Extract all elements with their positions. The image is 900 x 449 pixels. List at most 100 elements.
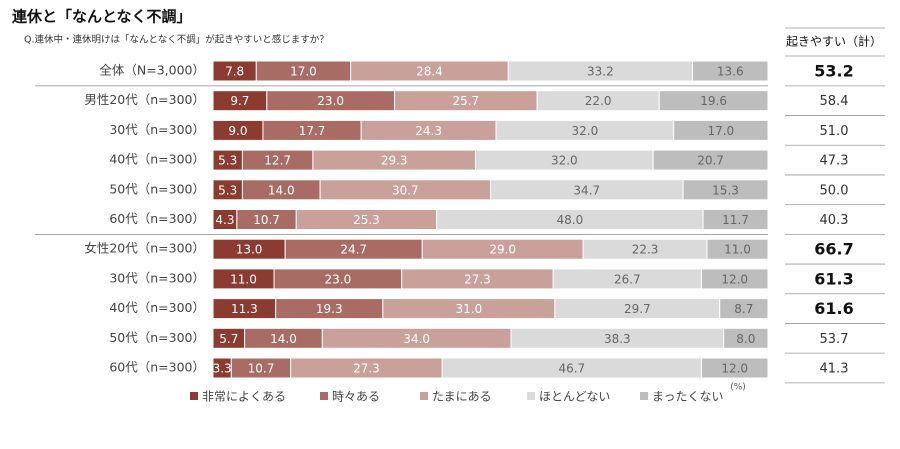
legend-swatch bbox=[640, 392, 648, 400]
table-header: 起きやすい（計） bbox=[786, 34, 882, 49]
value-label: 7.8 bbox=[225, 65, 244, 79]
value-label: 10.7 bbox=[253, 213, 280, 227]
value-label: 5.3 bbox=[218, 154, 237, 168]
value-label: 11.7 bbox=[722, 213, 749, 227]
value-label: 27.3 bbox=[464, 272, 491, 286]
value-label: 13.6 bbox=[717, 65, 744, 79]
table-value: 58.4 bbox=[820, 94, 849, 109]
chart-subtitle: Q.連休中・連休明けは「なんとなく不調」が起きやすいと感じますか？ bbox=[24, 34, 329, 46]
bar-segment bbox=[673, 119, 769, 141]
value-label: 34.0 bbox=[403, 332, 430, 346]
unit-note: (%) bbox=[730, 383, 746, 393]
value-label: 34.7 bbox=[573, 183, 600, 197]
bar-segment bbox=[652, 149, 769, 171]
value-label: 19.3 bbox=[316, 302, 343, 316]
value-label: 25.7 bbox=[452, 94, 479, 108]
bar-segment bbox=[702, 209, 769, 230]
value-label: 22.3 bbox=[632, 243, 659, 257]
value-label: 26.7 bbox=[614, 272, 641, 286]
value-label: 31.0 bbox=[455, 302, 482, 316]
legend-swatch bbox=[420, 392, 428, 400]
bar-segment bbox=[658, 90, 769, 112]
category-label: 60代（n=300） bbox=[109, 360, 205, 375]
value-label: 14.0 bbox=[270, 332, 297, 346]
category-label: 全体（N=3,000） bbox=[99, 63, 205, 78]
legend-label: ほとんどない bbox=[539, 390, 610, 404]
value-label: 46.7 bbox=[558, 362, 585, 376]
value-label: 17.0 bbox=[707, 124, 734, 138]
value-label: 9.0 bbox=[228, 124, 247, 138]
legend-label: たまにある bbox=[432, 390, 492, 404]
table-value: 50.0 bbox=[820, 183, 849, 198]
table-value: 61.6 bbox=[814, 299, 853, 318]
value-label: 27.3 bbox=[353, 362, 380, 376]
table-value: 51.0 bbox=[820, 124, 849, 139]
bar-segment bbox=[692, 60, 769, 82]
legend-swatch bbox=[190, 392, 198, 400]
category-label: 30代（n=300） bbox=[109, 270, 205, 285]
value-label: 32.0 bbox=[571, 124, 598, 138]
bar-segment bbox=[682, 179, 769, 201]
legend-label: 非常によくある bbox=[202, 390, 286, 404]
value-label: 28.4 bbox=[416, 65, 443, 79]
chart-title: 連休と「なんとなく不調」 bbox=[12, 8, 192, 26]
table-value: 61.3 bbox=[814, 269, 853, 288]
value-label: 24.7 bbox=[340, 243, 367, 257]
category-label: 男性20代（n=300） bbox=[84, 92, 205, 107]
value-label: 30.7 bbox=[392, 183, 419, 197]
table-value: 53.7 bbox=[820, 332, 849, 347]
value-label: 9.7 bbox=[230, 94, 249, 108]
value-label: 48.0 bbox=[557, 213, 584, 227]
value-label: 29.3 bbox=[381, 154, 408, 168]
value-label: 11.3 bbox=[231, 302, 258, 316]
value-label: 11.0 bbox=[724, 243, 751, 257]
category-label: 40代（n=300） bbox=[109, 152, 205, 167]
category-label: 50代（n=300） bbox=[109, 181, 205, 196]
value-label: 4.3 bbox=[215, 213, 234, 227]
value-label: 12.7 bbox=[264, 154, 291, 168]
value-label: 11.0 bbox=[230, 272, 257, 286]
category-label: 40代（n=300） bbox=[109, 300, 205, 315]
value-label: 24.3 bbox=[415, 124, 442, 138]
category-label: 女性20代（n=300） bbox=[84, 241, 205, 256]
bar-segment bbox=[700, 357, 769, 379]
category-label: 50代（n=300） bbox=[109, 330, 205, 345]
value-label: 29.7 bbox=[624, 302, 651, 316]
bar-segment bbox=[706, 238, 769, 260]
value-label: 23.0 bbox=[325, 272, 352, 286]
value-label: 23.0 bbox=[317, 94, 344, 108]
bar-segment bbox=[723, 327, 769, 349]
value-label: 17.7 bbox=[299, 124, 326, 138]
value-label: 38.3 bbox=[604, 332, 631, 346]
value-label: 10.7 bbox=[248, 362, 275, 376]
table-value: 47.3 bbox=[820, 154, 849, 169]
legend-label: まったくない bbox=[652, 390, 724, 404]
value-label: 14.0 bbox=[268, 183, 295, 197]
value-label: 33.2 bbox=[587, 65, 614, 79]
value-label: 3.3 bbox=[213, 362, 232, 376]
value-label: 20.7 bbox=[697, 154, 724, 168]
bar-segment bbox=[719, 298, 769, 320]
value-label: 8.0 bbox=[736, 332, 755, 346]
value-label: 12.0 bbox=[721, 362, 748, 376]
table-value: 40.3 bbox=[820, 213, 849, 228]
table-value: 53.2 bbox=[814, 62, 853, 81]
value-label: 5.7 bbox=[219, 332, 238, 346]
value-label: 17.0 bbox=[290, 65, 317, 79]
legend-swatch bbox=[320, 392, 328, 400]
table-value: 66.7 bbox=[814, 240, 853, 259]
table-value: 41.3 bbox=[820, 362, 849, 377]
value-label: 13.0 bbox=[236, 243, 263, 257]
legend-swatch bbox=[527, 392, 535, 400]
category-label: 30代（n=300） bbox=[109, 122, 205, 137]
value-label: 25.3 bbox=[353, 213, 380, 227]
value-label: 15.3 bbox=[712, 183, 739, 197]
value-label: 5.3 bbox=[218, 183, 237, 197]
value-label: 29.0 bbox=[489, 243, 516, 257]
value-label: 8.7 bbox=[734, 302, 753, 316]
legend-label: 時々ある bbox=[332, 390, 380, 404]
value-label: 22.0 bbox=[585, 94, 612, 108]
value-label: 19.6 bbox=[700, 94, 727, 108]
value-label: 12.0 bbox=[721, 272, 748, 286]
